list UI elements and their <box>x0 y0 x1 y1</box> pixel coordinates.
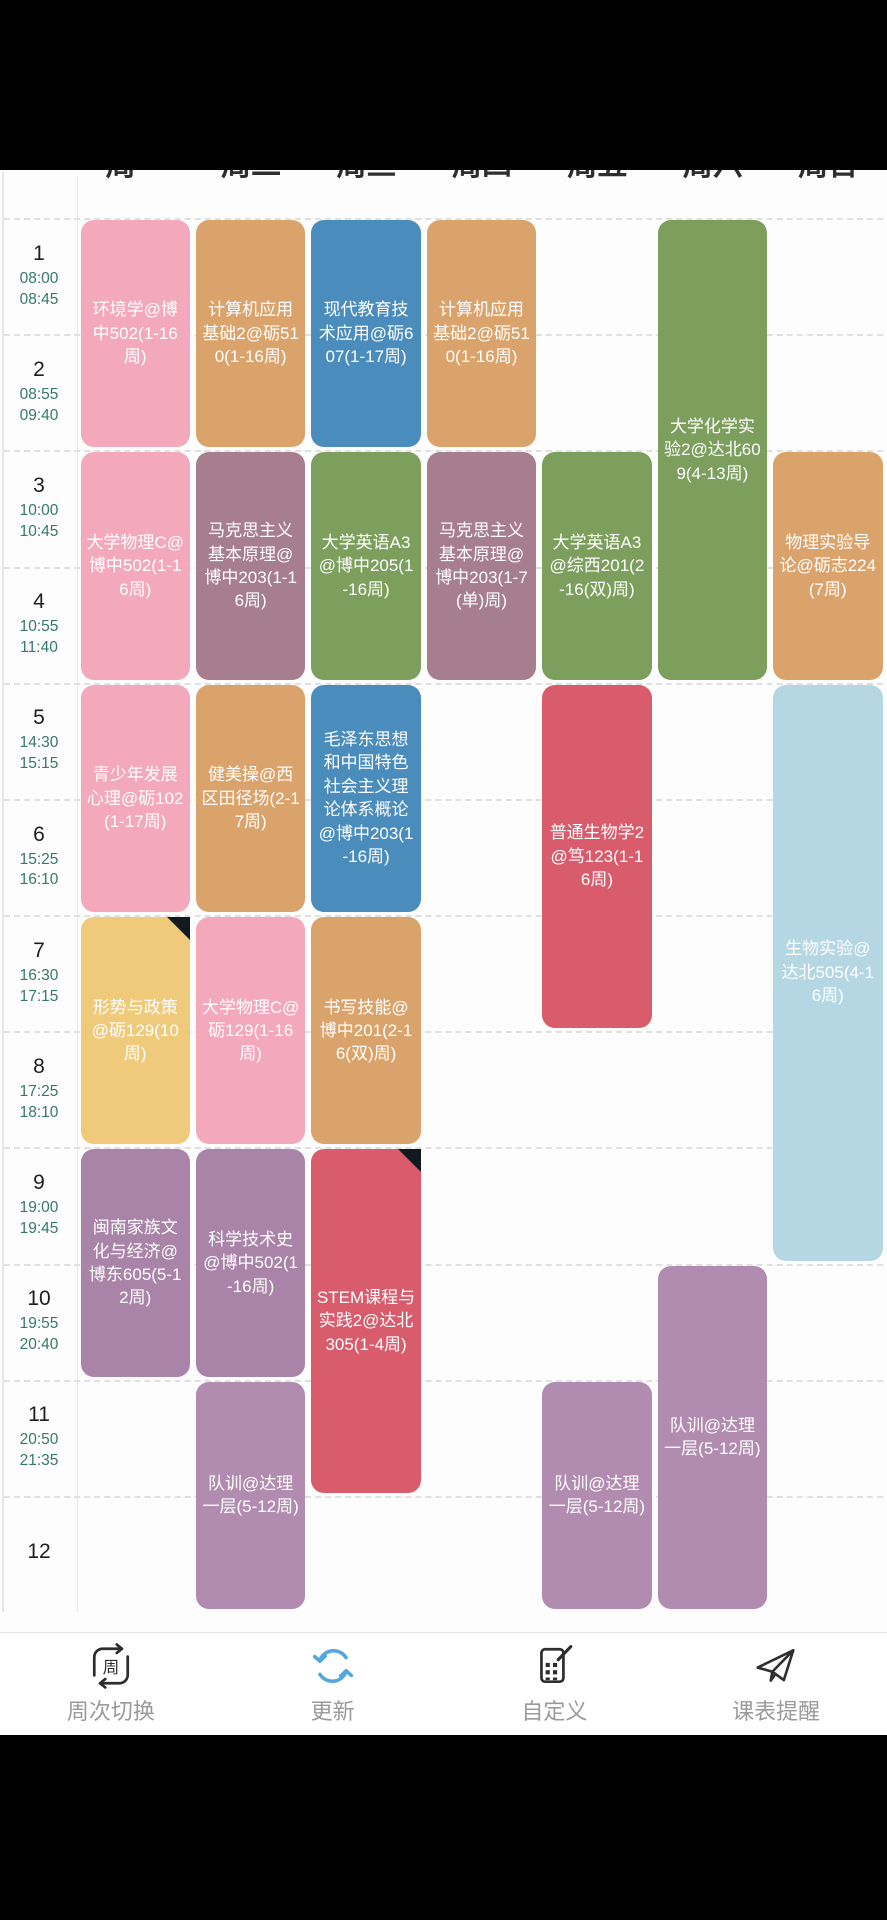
course-block[interactable]: STEM课程与实践2@达北305(1-4周) <box>311 1149 421 1493</box>
left-edge-line <box>2 172 4 1620</box>
period-cell-2: 2 08:55 09:40 <box>19 357 59 424</box>
course-block[interactable]: 科学技术史@博中502(1-16周) <box>195 1149 306 1377</box>
grid-row-divider <box>4 1264 883 1266</box>
grid-row-divider <box>4 450 883 452</box>
grid-row-divider <box>4 683 883 685</box>
refresh-label: 更新 <box>310 1699 355 1724</box>
period-cell-3: 3 10:00 10:45 <box>19 473 59 540</box>
course-text: 青少年发展心理@砺102(1-17周) <box>86 765 184 832</box>
period-cell-8: 8 17:25 18:10 <box>19 1054 59 1121</box>
course-text: 马克思主义基本原理@博中203(1-7(单)周) <box>435 521 528 611</box>
course-block[interactable]: 普通生物学2@笃123(1-16周) <box>542 684 652 1029</box>
course-text: 生物实验@达北505(4-16周) <box>781 939 875 1006</box>
course-text: 大学英语A3@综西201(2-16(双)周) <box>549 532 645 599</box>
course-block[interactable]: 毛泽东思想和中国特色社会主义理论体系概论@博中203(1-16周) <box>311 684 421 912</box>
course-text: 形势与政策@砺129(10周) <box>91 997 179 1064</box>
course-block[interactable]: 大学英语A3@博中205(1-16周) <box>311 452 421 680</box>
course-text: 书写技能@博中201(2-16(双)周) <box>319 997 413 1064</box>
paper-plane-icon <box>753 1643 799 1689</box>
course-text: 物理实验导论@砺志224(7周) <box>779 532 877 599</box>
refresh-button[interactable]: 更新 <box>222 1633 444 1736</box>
week-switch-button[interactable]: 周 周次切换 <box>0 1633 222 1736</box>
course-block[interactable]: 计算机应用基础2@砺510(1-16周) <box>426 220 537 448</box>
course-block[interactable]: 物理实验导论@砺志224(7周) <box>773 452 883 680</box>
course-text: 马克思主义基本原理@博中203(1-16周) <box>204 521 297 611</box>
course-block[interactable]: 马克思主义基本原理@博中203(1-16周) <box>195 452 306 680</box>
course-text: 大学化学实验2@达北609(4-13周) <box>664 416 761 483</box>
period-cell-9: 9 19:00 19:45 <box>19 1171 59 1237</box>
course-text: 队训@达理一层(5-12周) <box>664 1415 761 1459</box>
course-text: 队训@达理一层(5-12周) <box>548 1473 646 1517</box>
grid-row-divider <box>4 915 883 917</box>
course-text: 大学物理C@博中502(1-16周) <box>86 532 184 599</box>
course-block[interactable]: 队训@达理一层(5-12周) <box>542 1381 652 1610</box>
grid-row-divider <box>4 1147 883 1149</box>
customize-button[interactable]: 自定义 <box>444 1633 666 1736</box>
grid-row-divider <box>4 799 883 801</box>
period-cell-5: 5 14:30 15:15 <box>19 706 59 773</box>
customize-icon <box>531 1643 577 1689</box>
corner-marker <box>166 917 190 941</box>
course-block[interactable]: 大学化学实验2@达北609(4-13周) <box>657 220 768 680</box>
period-cell-11: 11 20:50 21:35 <box>19 1403 59 1470</box>
reminder-label: 课表提醒 <box>732 1699 821 1724</box>
period-cell-7: 7 16:30 17:15 <box>19 938 59 1005</box>
period-cell-6: 6 15:25 16:10 <box>19 822 59 889</box>
reminder-button[interactable]: 课表提醒 <box>665 1633 887 1736</box>
course-block[interactable]: 生物实验@达北505(4-16周) <box>773 684 883 1261</box>
course-block[interactable]: 队训@达理一层(5-12周) <box>195 1381 306 1610</box>
grid-row-divider <box>4 1380 883 1382</box>
customize-label: 自定义 <box>521 1699 588 1724</box>
period-cell-4: 4 10:55 11:40 <box>19 590 59 657</box>
corner-marker <box>397 1149 421 1173</box>
course-block[interactable]: 书写技能@博中201(2-16(双)周) <box>311 917 421 1145</box>
week-switch-label: 周次切换 <box>66 1699 155 1724</box>
course-text: 计算机应用基础2@砺510(1-16周) <box>202 300 299 367</box>
course-text: 大学物理C@砺129(1-16周) <box>201 997 300 1064</box>
course-text: 现代教育技术应用@砺607(1-17周) <box>318 300 414 367</box>
course-text: 科学技术史@博中502(1-16周) <box>203 1229 298 1296</box>
course-text: 环境学@博中502(1-16周) <box>92 300 178 367</box>
course-block[interactable]: 队训@达理一层(5-12周) <box>657 1265 768 1610</box>
bottom-toolbar: 周 周次切换 更新 <box>0 1632 887 1736</box>
course-block[interactable]: 环境学@博中502(1-16周) <box>80 220 190 448</box>
period-cell-12: 12 <box>27 1540 51 1564</box>
course-text: 闽南家族文化与经济@博东605(5-12周) <box>88 1218 182 1308</box>
course-text: 普通生物学2@笃123(1-16周) <box>549 823 645 890</box>
svg-text:周: 周 <box>103 1658 120 1677</box>
course-block[interactable]: 大学物理C@博中502(1-16周) <box>80 452 190 680</box>
grid-bottom-strip <box>0 1612 887 1632</box>
course-block[interactable]: 大学英语A3@综西201(2-16(双)周) <box>542 452 652 680</box>
week-switch-icon: 周 <box>88 1643 134 1689</box>
course-block[interactable]: 形势与政策@砺129(10周) <box>80 917 190 1145</box>
course-text: 计算机应用基础2@砺510(1-16周) <box>433 300 530 367</box>
grid-row-divider <box>4 1496 883 1498</box>
course-block[interactable]: 现代教育技术应用@砺607(1-17周) <box>311 220 421 448</box>
course-text: 健美操@西区田径场(2-17周) <box>201 765 300 832</box>
top-censor-bar <box>0 0 887 170</box>
course-text: 大学英语A3@博中205(1-16周) <box>318 532 414 599</box>
course-block[interactable]: 青少年发展心理@砺102(1-17周) <box>80 684 190 912</box>
course-text: 毛泽东思想和中国特色社会主义理论体系概论@博中203(1-16周) <box>318 729 414 867</box>
refresh-icon <box>310 1643 356 1689</box>
period-cell-10: 10 19:55 20:40 <box>19 1287 59 1354</box>
course-text: STEM课程与实践2@达北305(1-4周) <box>316 1287 416 1354</box>
course-block[interactable]: 健美操@西区田径场(2-17周) <box>195 684 306 912</box>
bottom-censor-bar <box>0 1735 887 1920</box>
gutter-divider <box>77 176 78 1612</box>
grid-row-divider <box>4 1031 883 1033</box>
course-block[interactable]: 马克思主义基本原理@博中203(1-7(单)周) <box>426 452 537 680</box>
grid-row-divider <box>4 218 883 220</box>
course-block[interactable]: 计算机应用基础2@砺510(1-16周) <box>195 220 306 448</box>
period-cell-1: 1 08:00 08:45 <box>19 241 59 308</box>
course-block[interactable]: 大学物理C@砺129(1-16周) <box>195 917 306 1145</box>
course-block[interactable]: 闽南家族文化与经济@博东605(5-12周) <box>80 1149 190 1377</box>
course-text: 队训@达理一层(5-12周) <box>202 1473 299 1517</box>
